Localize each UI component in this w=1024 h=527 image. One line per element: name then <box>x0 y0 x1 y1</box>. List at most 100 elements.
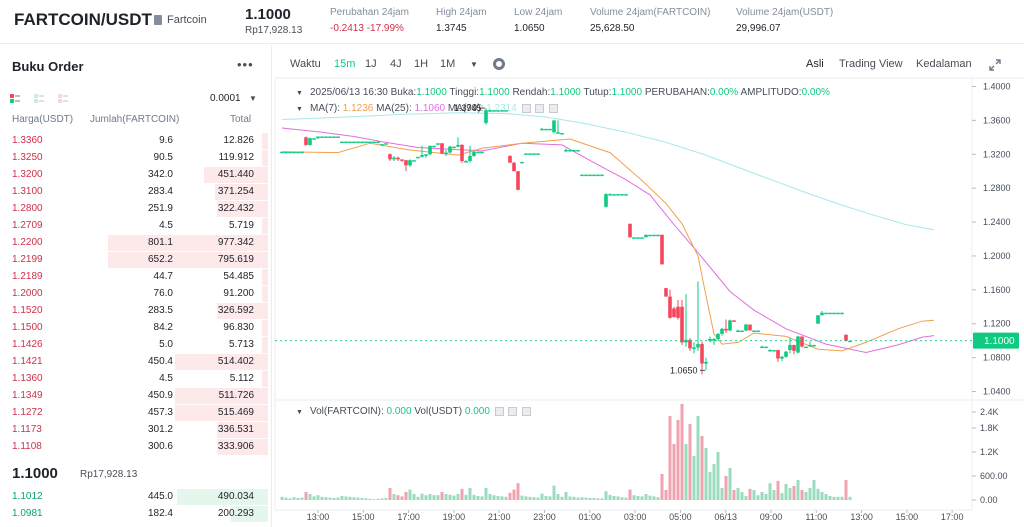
ask-row[interactable]: 1.2189 44.7 54.485 <box>0 268 268 285</box>
volume-bar <box>320 496 324 500</box>
bid-row[interactable]: 1.1012 445.0 490.034 <box>0 488 268 505</box>
view-depth[interactable]: Kedalaman <box>916 58 972 70</box>
interval-1h[interactable]: 1H <box>414 58 429 70</box>
ask-row[interactable]: 1.1421 450.4 514.402 <box>0 353 268 370</box>
ask-row[interactable]: 1.1426 5.0 5.713 <box>0 336 268 353</box>
ask-total: 12.826 <box>223 135 254 146</box>
interval-1j[interactable]: 1J <box>365 58 377 70</box>
pair-title[interactable]: FARTCOIN/USDT <box>14 10 152 29</box>
ask-row[interactable]: 1.1349 450.9 511.726 <box>0 387 268 404</box>
collapse-ma-icon[interactable]: ▼ <box>296 106 303 113</box>
vol-visibility-icon[interactable] <box>494 406 504 416</box>
view-bids-icon[interactable] <box>34 94 44 103</box>
ask-row[interactable]: 1.2200 801.1 977.342 <box>0 234 268 251</box>
ask-row[interactable]: 1.1360 4.5 5.112 <box>0 370 268 387</box>
ask-row[interactable]: 1.1108 300.6 333.906 <box>0 438 268 455</box>
time-tick-label: 09:00 <box>760 512 783 522</box>
ask-row[interactable]: 1.2800 251.9 322.432 <box>0 200 268 217</box>
ma-settings-icon[interactable] <box>535 103 545 113</box>
ask-row[interactable]: 1.3250 90.5 119.912 <box>0 149 268 166</box>
more-intervals-caret-icon[interactable]: ▼ <box>470 60 478 69</box>
ask-row[interactable]: 1.3360 9.6 12.826 <box>0 132 268 149</box>
ask-row[interactable]: 1.2000 76.0 91.200 <box>0 285 268 302</box>
view-both-icon[interactable] <box>10 94 20 103</box>
stat-value: 1.3745 <box>436 23 467 34</box>
volume-bar <box>284 497 288 500</box>
coin-name-link[interactable]: Fartcoin <box>167 14 207 26</box>
depth-bar <box>262 320 268 336</box>
candle-body <box>672 308 676 317</box>
candle-body <box>740 330 744 333</box>
ask-total: 977.342 <box>217 237 254 248</box>
view-trading-view[interactable]: Trading View <box>839 58 903 70</box>
ask-row[interactable]: 1.1500 84.2 96.830 <box>0 319 268 336</box>
caret-down-icon[interactable]: ▼ <box>249 94 257 103</box>
volume-bar <box>504 496 508 500</box>
volume-bar <box>396 495 400 500</box>
more-options-icon[interactable]: ••• <box>237 57 254 72</box>
collapse-volume-icon[interactable]: ▼ <box>296 409 303 416</box>
candle-body <box>788 344 792 351</box>
tick-size-select[interactable]: 0.0001 <box>210 93 241 104</box>
volume-bar <box>500 496 504 500</box>
ask-row[interactable]: 1.2709 4.5 5.719 <box>0 217 268 234</box>
interval-1m[interactable]: 1M <box>440 58 456 70</box>
view-asks-icon[interactable] <box>58 94 68 103</box>
candle-body <box>488 110 492 112</box>
ma-close-icon[interactable] <box>549 103 559 113</box>
volume-bar <box>460 488 464 500</box>
ask-row[interactable]: 1.3100 283.4 371.254 <box>0 183 268 200</box>
candle-body <box>564 150 568 152</box>
interval-4j[interactable]: 4J <box>390 58 402 70</box>
column-header-total: Total <box>230 114 252 125</box>
volume-bar <box>484 488 488 500</box>
candle-body <box>636 237 640 239</box>
candle-body <box>368 141 372 144</box>
ask-row[interactable]: 1.1173 301.2 336.531 <box>0 421 268 438</box>
vol-close-icon[interactable] <box>522 406 532 416</box>
volume-bar <box>296 498 300 500</box>
candle-body <box>504 110 508 112</box>
candle-body <box>468 155 472 162</box>
candle-body <box>656 234 660 237</box>
time-tick-label: 13:00 <box>307 512 330 522</box>
candle-body <box>832 312 836 315</box>
ask-row[interactable]: 1.1272 457.3 515.469 <box>0 404 268 421</box>
ask-row[interactable]: 1.1520 283.5 326.592 <box>0 302 268 319</box>
candle-body <box>724 328 728 331</box>
volume-bar <box>508 492 512 500</box>
ma99-label: MA(99): <box>447 103 484 114</box>
candle-body <box>292 151 296 154</box>
volume-bar <box>384 498 388 500</box>
volume-bar <box>664 490 668 500</box>
vol-settings-icon[interactable] <box>508 406 518 416</box>
ask-row[interactable]: 1.2199 652.2 795.619 <box>0 251 268 268</box>
chart-settings-gear-icon[interactable] <box>493 58 505 70</box>
volume-bar <box>652 496 656 500</box>
ask-amount: 283.4 <box>147 186 173 197</box>
ask-total: 326.592 <box>217 305 254 316</box>
ma-visibility-icon[interactable] <box>521 103 531 113</box>
volume-bar <box>280 496 284 500</box>
legend-close-label: Tutup: <box>583 87 612 98</box>
candle-body <box>536 153 540 155</box>
candle-body <box>608 194 612 196</box>
depth-bar <box>217 422 268 438</box>
view-asli[interactable]: Asli <box>806 58 824 70</box>
ask-row[interactable]: 1.3200 342.0 451.440 <box>0 166 268 183</box>
bid-price: 1.0981 <box>12 508 43 519</box>
time-tick-label: 01:00 <box>579 512 602 522</box>
candle-body <box>760 346 764 349</box>
fullscreen-icon[interactable] <box>989 59 1001 71</box>
price-tick-label: 1.3600 <box>983 115 1011 125</box>
ask-price: 1.1421 <box>12 356 43 367</box>
collapse-legend-icon[interactable]: ▼ <box>296 90 303 97</box>
interval-15m[interactable]: 15m <box>334 58 356 70</box>
bid-price: 1.1012 <box>12 491 43 502</box>
ask-amount: 44.7 <box>153 271 173 282</box>
candle-body <box>768 350 772 352</box>
ask-total: 96.830 <box>223 322 254 333</box>
bid-row[interactable]: 1.0981 182.4 200.293 <box>0 505 268 522</box>
candle-body <box>824 312 828 315</box>
